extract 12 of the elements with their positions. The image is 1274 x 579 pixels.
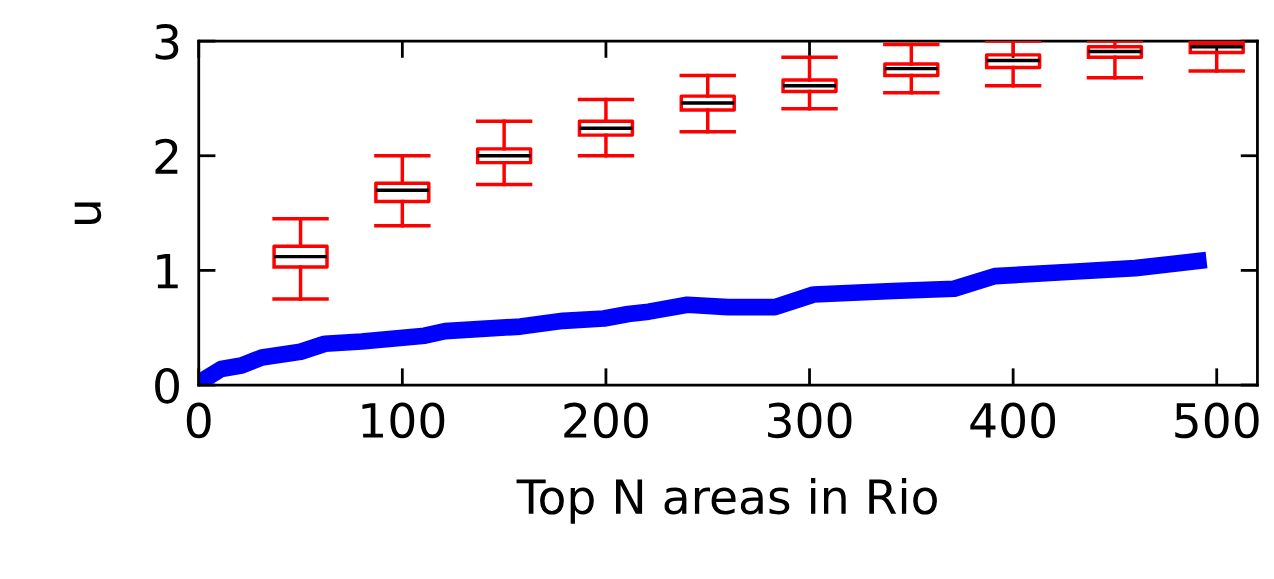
y-tick-label: 2 [155,138,178,174]
x-tick-label: 300 [768,402,852,439]
x-tick-label: 400 [970,402,1056,439]
y-tick-label: 1 [157,253,178,289]
x-tick-label: 500 [1175,402,1259,439]
y-axis-title: u [74,202,102,225]
x-tick-label: 0 [186,402,211,439]
x-tick-label: 100 [362,402,445,439]
y-tick-label: 3 [155,24,179,60]
x-tick-label: 200 [564,402,648,439]
x-axis-title: Top N areas in Rio [516,477,937,524]
y-tick-label: 0 [155,367,179,404]
